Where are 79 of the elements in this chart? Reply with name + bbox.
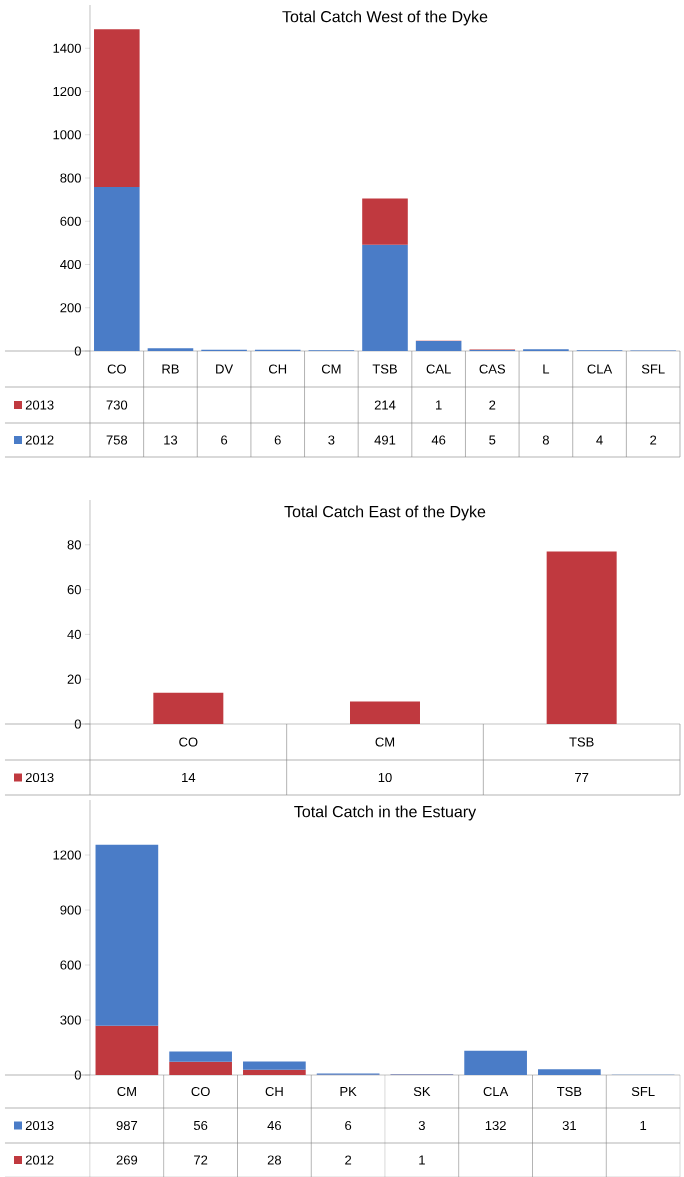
data-label: 1 — [640, 1121, 647, 1130]
data-label: 758 — [106, 435, 128, 445]
x-tick-label: CH — [265, 1086, 283, 1097]
x-tick-label: CO — [179, 737, 198, 747]
data-label: 6 — [221, 435, 228, 445]
data-label: 31 — [562, 1120, 576, 1131]
y-tick-label: 800 — [60, 173, 81, 183]
data-label: 269 — [116, 1155, 138, 1165]
data-label: 6 — [345, 1120, 352, 1131]
chart-title: Total Catch East of the Dyke — [284, 505, 486, 521]
x-tick-label: CO — [191, 1086, 210, 1097]
x-tick-label: PK — [340, 1087, 357, 1096]
y-tick-label: 40 — [67, 629, 81, 640]
data-label: 28 — [267, 1155, 282, 1165]
x-tick-label: CO — [107, 364, 126, 374]
data-label: 6 — [274, 435, 281, 445]
data-label: 77 — [575, 773, 589, 782]
x-tick-label: DV — [216, 364, 234, 374]
x-tick-label: CLA — [587, 364, 613, 374]
x-tick-label: CAS — [479, 364, 506, 374]
data-label: 1 — [419, 1155, 425, 1165]
x-tick-label: RB — [162, 364, 179, 374]
data-label: 72 — [194, 1155, 208, 1165]
x-tick-label: TSB — [372, 364, 397, 374]
y-tick-label: 1200 — [53, 850, 81, 860]
data-label: 2 — [650, 435, 657, 445]
data-label: 56 — [193, 1120, 208, 1131]
x-tick-label: CH — [269, 364, 287, 374]
y-tick-label: 300 — [60, 1015, 81, 1025]
chart-title: Total Catch in the Estuary — [294, 805, 477, 821]
data-label: 46 — [267, 1120, 282, 1131]
x-tick-label: CM — [117, 1086, 136, 1097]
y-tick-label: 0 — [74, 1070, 81, 1080]
data-label: 5 — [489, 435, 496, 445]
y-tick-label: 600 — [60, 960, 81, 970]
data-label: 1 — [436, 400, 442, 410]
legend-label: 2012 — [25, 1155, 54, 1165]
data-label: 4 — [596, 435, 603, 445]
y-tick-label: 1200 — [53, 86, 81, 97]
data-label: 10 — [378, 772, 392, 783]
x-tick-label: CLA — [483, 1086, 509, 1097]
x-tick-label: SK — [413, 1086, 431, 1097]
y-tick-label: 0 — [74, 719, 81, 729]
data-label: 987 — [116, 1120, 138, 1131]
x-tick-label: SFL — [641, 364, 665, 374]
y-tick-label: 600 — [60, 216, 81, 226]
x-tick-label: CAL — [426, 364, 451, 374]
x-tick-label: CM — [375, 737, 395, 747]
y-tick-label: 900 — [60, 905, 81, 915]
data-label: 491 — [374, 435, 396, 445]
data-label: 730 — [106, 400, 128, 410]
x-tick-label: TSB — [569, 737, 594, 747]
y-tick-label: 400 — [60, 259, 81, 270]
legend-label: 2012 — [25, 435, 54, 445]
data-label: 46 — [431, 435, 446, 445]
y-tick-label: 200 — [60, 303, 81, 313]
data-label: 13 — [164, 435, 178, 445]
y-tick-label: 20 — [67, 674, 81, 684]
y-tick-label: 1400 — [53, 43, 81, 53]
data-label: 14 — [182, 773, 196, 782]
x-tick-label: TSB — [557, 1086, 582, 1097]
data-label: 2 — [489, 400, 496, 410]
data-label: 214 — [374, 400, 396, 410]
data-label: 132 — [485, 1120, 506, 1131]
data-label: 2 — [345, 1155, 352, 1165]
y-tick-label: 1000 — [53, 130, 81, 140]
legend-label: 2013 — [25, 772, 54, 783]
y-tick-label: 80 — [67, 540, 81, 550]
chart-title: Total Catch West of the Dyke — [282, 10, 488, 26]
x-tick-label: CM — [321, 364, 341, 374]
y-tick-label: 60 — [67, 585, 81, 595]
legend-label: 2013 — [25, 1120, 54, 1131]
legend-label: 2013 — [25, 400, 54, 410]
data-label: 8 — [542, 435, 549, 445]
data-label: 3 — [328, 435, 335, 445]
x-tick-label: SFL — [631, 1086, 655, 1097]
y-tick-label: 0 — [74, 346, 81, 356]
data-label: 3 — [418, 1120, 425, 1131]
x-tick-label: L — [543, 364, 550, 374]
